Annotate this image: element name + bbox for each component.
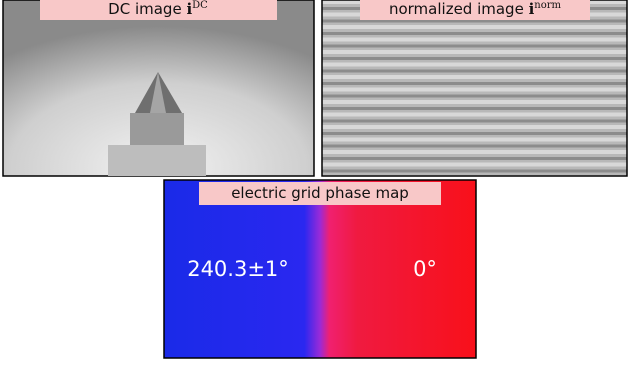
label-superscript: norm [534, 0, 561, 11]
label-superscript: DC [192, 0, 208, 11]
norm-panel: normalized image inorm [322, 0, 627, 176]
dc-panel: DC image iDC [3, 0, 314, 176]
phase-panel: electric grid phase map 240.3±1° 0° [164, 180, 476, 358]
label-text: normalized image [389, 0, 524, 18]
panel-label: electric grid phase map [231, 184, 409, 202]
page: DC image iDC normalized image inorm elec… [0, 0, 628, 366]
figure: DC image iDC normalized image inorm elec… [0, 0, 628, 366]
norm-image [322, 0, 627, 176]
phase-annotation: 240.3±1° [187, 257, 289, 281]
object-base [108, 145, 206, 176]
label-text: DC image [108, 0, 182, 18]
phase-annotation: 0° [413, 257, 437, 281]
